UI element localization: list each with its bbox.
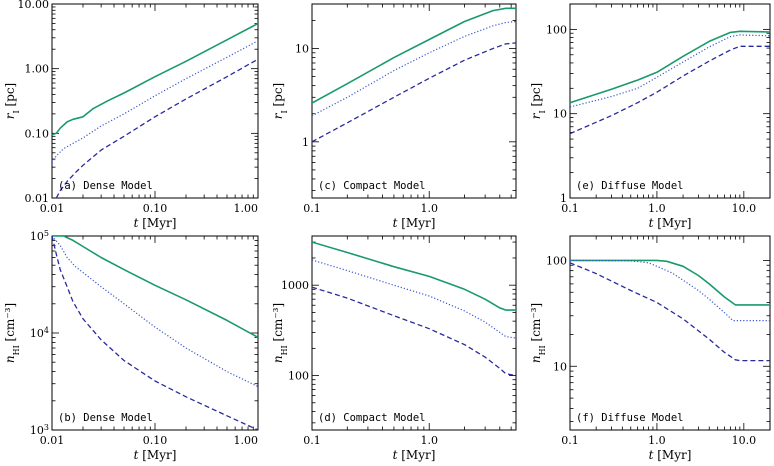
x-tick-label: 0.10	[143, 434, 168, 447]
y-tick-label: 104	[30, 326, 49, 341]
series-line-solid	[52, 236, 258, 339]
series-line-dashed	[570, 45, 770, 135]
x-tick-label: 0.1	[561, 202, 579, 215]
plot-frame	[311, 3, 517, 199]
x-axis-label: t [Myr]	[649, 448, 692, 462]
panel-label: (c) Compact Model	[318, 180, 425, 192]
series-line-dashed	[312, 42, 516, 143]
y-tick-label: 10	[553, 108, 567, 121]
panel-label: (b) Dense Model	[58, 412, 153, 424]
x-tick-label: 0.1	[303, 202, 321, 215]
panel-5: 0.1 1.0 10.0 10 100 (f) Diffuse Model t [Myr] n…	[529, 235, 771, 462]
panel-label: (d) Compact Model	[318, 412, 425, 424]
x-tick-label: 1.0	[648, 434, 666, 447]
panel-label: (e) Diffuse Model	[576, 180, 683, 192]
x-tick-label: 0.1	[303, 434, 321, 447]
y-tick-label: 10.00	[18, 0, 50, 11]
y-tick-label: 100	[546, 23, 567, 36]
series-line-dotted	[312, 20, 516, 117]
y-tick-label: 0.10	[25, 127, 50, 140]
y-tick-label: 10	[295, 43, 309, 56]
y-tick-label: 100	[546, 254, 567, 267]
y-axis-label: rI [pc]	[3, 83, 21, 120]
y-tick-label: 10	[553, 360, 567, 373]
x-axis-label: t [Myr]	[393, 216, 436, 230]
series-line-solid	[312, 241, 516, 311]
y-tick-label: 105	[30, 229, 49, 244]
x-axis-label: t [Myr]	[393, 448, 436, 462]
x-axis-label: t [Myr]	[649, 216, 692, 230]
y-axis-label: rI [pc]	[271, 83, 289, 120]
x-axis-label: t [Myr]	[134, 216, 177, 230]
series-line-dotted	[570, 34, 770, 108]
x-tick-label: 1.0	[420, 202, 438, 215]
series-line-solid	[312, 7, 516, 104]
x-tick-label: 1.0	[420, 434, 438, 447]
x-tick-label: 0.01	[40, 434, 65, 447]
x-axis-label: t [Myr]	[134, 448, 177, 462]
x-tick-label: 1.00	[234, 434, 259, 447]
series-line-solid	[570, 30, 770, 104]
x-tick-label: 0.10	[143, 202, 168, 215]
x-tick-label: 0.01	[40, 202, 65, 215]
plot-frame	[569, 3, 771, 199]
series-line-dashed	[570, 262, 770, 362]
plot-frame	[311, 235, 517, 431]
plot-frame	[51, 3, 259, 199]
series-line-solid	[570, 259, 770, 306]
panel-label: (f) Diffuse Model	[576, 412, 683, 424]
y-tick-label: 1000	[281, 279, 309, 292]
series-line-solid	[52, 22, 258, 136]
x-tick-label: 1.0	[648, 202, 666, 215]
plot-frame	[569, 235, 771, 431]
y-tick-label: 1.00	[25, 63, 50, 76]
y-axis-label: rI [pc]	[529, 83, 547, 120]
series-line-dashed	[52, 236, 258, 430]
y-axis-label: nHI [cm⁻³]	[529, 303, 547, 363]
panel-1: 0.1 1.0 1 10 (c) Compact Model t [Myr] rI [pc]	[271, 3, 517, 230]
y-tick-label: 100	[288, 370, 309, 383]
panel-0: 0.01 0.10 1.00 0.01 0.10 1.00 10.00 (a) Dense M…	[3, 0, 259, 230]
series-line-dashed	[312, 286, 516, 377]
x-tick-label: 0.1	[561, 434, 579, 447]
panel-4: 0.1 1.0 100 1000 (d) Compact Model t [Myr] nHI…	[271, 235, 517, 462]
x-tick-label: 10.0	[732, 434, 757, 447]
y-tick-label: 1	[302, 136, 309, 149]
y-axis-label: nHI [cm⁻³]	[271, 303, 289, 363]
plot-frame	[51, 235, 259, 431]
y-tick-label: 0.01	[25, 192, 50, 205]
series-line-dashed	[55, 58, 258, 198]
series-line-dotted	[52, 40, 258, 164]
x-tick-label: 1.00	[234, 202, 259, 215]
y-axis-label: nHI [cm⁻³]	[3, 303, 21, 363]
y-tick-label: 1	[560, 192, 567, 205]
x-tick-label: 10.0	[732, 202, 757, 215]
series-line-dotted	[570, 259, 770, 322]
panel-label: (a) Dense Model	[58, 180, 153, 192]
series-line-dotted	[52, 236, 258, 388]
panel-2: 0.1 1.0 10.0 1 10 100 (e) Diffuse Model t [Myr]…	[529, 3, 771, 230]
series-line-dotted	[312, 259, 516, 339]
